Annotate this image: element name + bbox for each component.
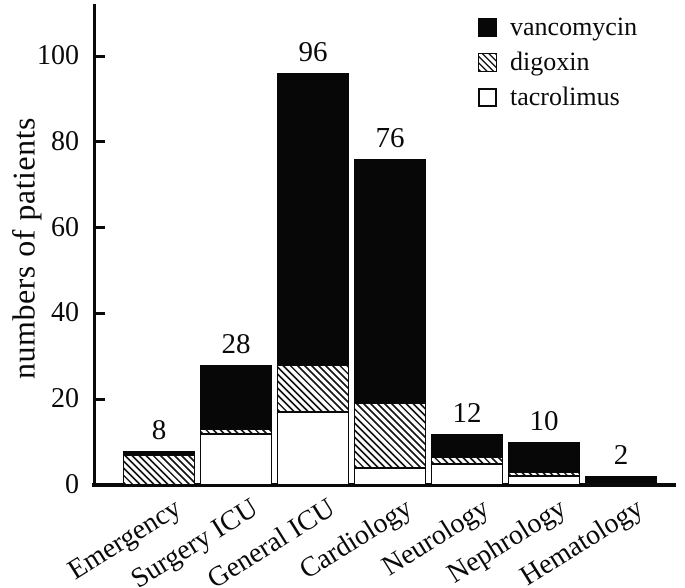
legend-item-vancomycin: vancomycin [478,14,637,40]
y-axis-title: numbers of patients [5,117,42,379]
legend-swatch-vancomycin [478,17,497,37]
y-tick-mark [93,397,105,401]
bar-segment-tacrolimus [200,433,272,485]
bar-segment-vancomycin [123,450,195,455]
bar-total-label: 12 [452,396,482,429]
legend: vancomycin digoxin tacrolimus [478,14,637,119]
legend-swatch-digoxin [478,52,497,72]
legend-item-digoxin: digoxin [478,49,637,75]
bar-segment-tacrolimus [508,476,580,485]
bar-total-label: 96 [298,36,328,69]
legend-label: vancomycin [510,12,638,41]
y-tick-mark [93,140,105,144]
y-tick-label: 20 [51,383,79,415]
bar-segment-digoxin [277,364,349,413]
bar-nephrology [508,442,580,485]
bar-segment-tacrolimus [431,463,503,485]
bar-cardiology [354,158,426,485]
bar-segment-vancomycin [277,73,349,365]
bar-total-label: 10 [529,405,559,438]
x-axis-line [92,483,676,487]
y-tick-mark [93,226,105,230]
bar-segment-digoxin [354,403,426,468]
bar-segment-vancomycin [431,433,503,458]
y-tick-label: 40 [51,297,79,329]
y-tick-label: 80 [51,125,79,157]
bar-segment-tacrolimus [277,412,349,485]
bar-total-label: 2 [613,439,629,472]
bar-surgery-icu [200,364,272,485]
bar-segment-vancomycin [354,158,426,404]
bar-hematology [585,476,657,485]
bar-total-label: 8 [151,413,167,446]
bar-segment-digoxin [200,429,272,434]
bar-segment-digoxin [431,457,503,464]
bar-segment-vancomycin [508,442,580,473]
y-tick-label: 60 [51,211,79,243]
y-tick-label: 100 [37,40,79,71]
legend-label: digoxin [510,47,590,76]
bar-total-label: 28 [221,327,251,360]
y-axis-line [93,4,96,485]
y-tick-label: 0 [65,469,79,500]
y-tick-mark [93,311,105,315]
bar-total-label: 76 [375,121,405,154]
bar-segment-digoxin [508,472,580,477]
bar-general-icu [277,73,349,485]
bar-segment-vancomycin [200,364,272,430]
legend-swatch-tacrolimus [478,87,497,107]
bar-neurology [431,433,503,485]
bar-segment-vancomycin [585,476,657,483]
bar-segment-digoxin [123,454,195,485]
y-tick-mark [93,54,105,58]
bar-segment-tacrolimus [585,482,657,485]
bar-emergency [123,450,195,485]
bar-segment-tacrolimus [354,467,426,485]
legend-label: tacrolimus [510,82,620,111]
legend-item-tacrolimus: tacrolimus [478,84,637,110]
